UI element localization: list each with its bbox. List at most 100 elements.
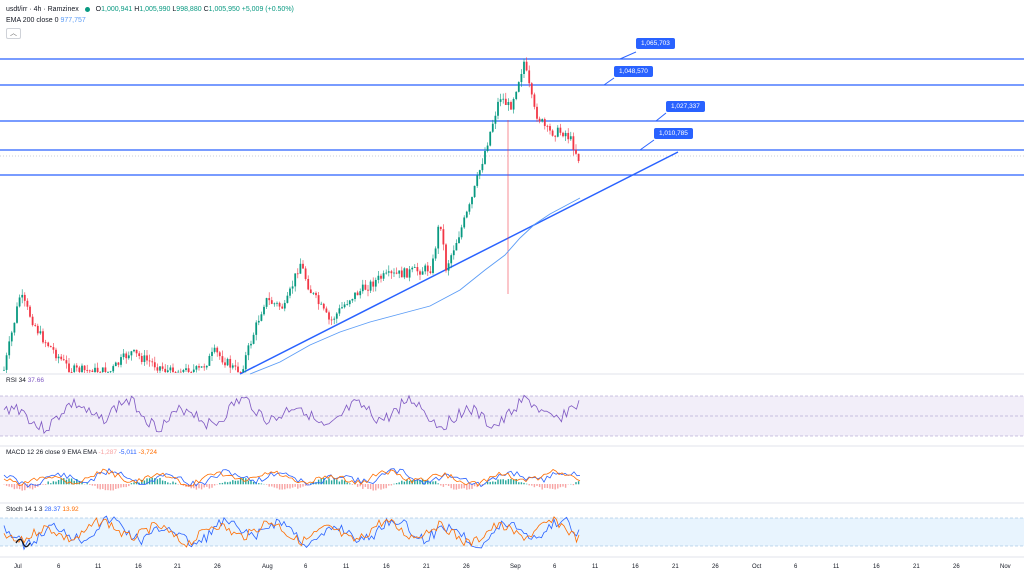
candle-body bbox=[564, 132, 567, 137]
macd-hist-bar bbox=[213, 484, 216, 486]
candle-body bbox=[411, 267, 414, 270]
candle-body bbox=[413, 267, 416, 268]
candle-body bbox=[489, 131, 492, 146]
price-tag-3[interactable]: 1,027,337 bbox=[666, 101, 705, 112]
candle-body bbox=[541, 119, 544, 122]
candle-body bbox=[302, 263, 304, 269]
candle-body bbox=[39, 331, 42, 334]
macd-hist-bar bbox=[226, 482, 229, 485]
candle-body bbox=[304, 268, 307, 279]
stoch-legend[interactable]: Stoch 14 1 3 28.37 13.92 bbox=[6, 506, 79, 513]
candle-body bbox=[419, 271, 421, 275]
stoch-d-line bbox=[3, 516, 580, 548]
macd-hist-bar bbox=[221, 482, 224, 485]
macd-hist-bar bbox=[94, 484, 96, 486]
candle-body bbox=[231, 365, 234, 368]
horizontal-lines[interactable] bbox=[0, 58, 1024, 176]
macd-hist-bar bbox=[546, 484, 549, 489]
candle-body bbox=[559, 127, 562, 133]
symbol-title[interactable]: usdt/irr · 4h · Ramzinex bbox=[6, 6, 79, 13]
candle-body bbox=[224, 362, 226, 366]
macd-hist-bar bbox=[154, 478, 156, 485]
macd-hist-bar bbox=[57, 479, 60, 485]
macd-hist-bar bbox=[138, 482, 140, 485]
macd-hist-bar bbox=[167, 482, 169, 485]
chevron-up-icon[interactable]: ︿ bbox=[6, 28, 21, 39]
candle-body bbox=[372, 281, 375, 287]
candle-body bbox=[317, 295, 320, 305]
xaxis-label: 11 bbox=[833, 564, 840, 570]
macd-hist-bar bbox=[91, 484, 94, 486]
candle-body bbox=[281, 306, 284, 309]
macd-hist-bar bbox=[281, 484, 283, 490]
macd-legend[interactable]: MACD 12 26 close 9 EMA EMA -1,287 -5,011… bbox=[6, 449, 157, 456]
candle-body bbox=[476, 175, 479, 186]
candle-body bbox=[185, 368, 187, 370]
macd-hist-bar bbox=[109, 484, 112, 491]
macd-hist-bar bbox=[13, 484, 16, 490]
macd-hist-bar bbox=[271, 484, 273, 487]
candle-body bbox=[442, 229, 445, 245]
candle-body bbox=[190, 372, 193, 373]
candle-body bbox=[338, 308, 341, 314]
macd-hist-bar bbox=[258, 483, 260, 485]
xaxis-label: 6 bbox=[794, 564, 798, 570]
candle-body bbox=[481, 163, 484, 171]
macd-hist-bar bbox=[125, 484, 127, 488]
ema-legend[interactable]: EMA 200 close 0 977,757 bbox=[6, 17, 86, 24]
tradingview-logo-icon[interactable] bbox=[14, 536, 32, 548]
macd-hist-bar bbox=[89, 484, 91, 485]
candle-body bbox=[517, 82, 520, 92]
candle-body bbox=[439, 226, 442, 230]
macd-hist-bar bbox=[541, 484, 543, 490]
xaxis-label: 26 bbox=[463, 564, 470, 570]
candle-body bbox=[387, 271, 390, 273]
candle-body bbox=[270, 300, 273, 304]
macd-hist-bar bbox=[55, 481, 57, 485]
candle-body bbox=[203, 366, 206, 368]
candle-body bbox=[81, 365, 83, 372]
macd-hist-bar bbox=[112, 484, 114, 491]
macd-hist-bar bbox=[346, 482, 348, 485]
macd-hist-bar bbox=[260, 483, 263, 485]
macd-hist-bar bbox=[494, 481, 497, 485]
macd-hist-bar bbox=[107, 484, 109, 491]
macd-hist-bar bbox=[450, 484, 452, 489]
candle-body bbox=[83, 365, 86, 371]
macd-hist-bar bbox=[463, 484, 465, 489]
macd-hist-bar bbox=[442, 484, 445, 487]
candle-body bbox=[36, 325, 39, 334]
candle-body bbox=[296, 273, 299, 275]
candle-body bbox=[567, 132, 570, 140]
candle-body bbox=[88, 370, 91, 372]
candle-body bbox=[60, 356, 63, 360]
price-tag-1[interactable]: 1,065,703 bbox=[636, 38, 675, 49]
macd-hist-bar bbox=[96, 484, 99, 489]
trend-line[interactable] bbox=[239, 151, 679, 375]
candle-body bbox=[572, 136, 575, 150]
rsi-legend[interactable]: RSI 34 37.66 bbox=[6, 377, 44, 384]
macd-hist-bar bbox=[156, 479, 159, 485]
macd-hist-bar bbox=[434, 481, 437, 485]
candle-body bbox=[502, 98, 505, 100]
candle-body bbox=[250, 343, 252, 346]
candle-body bbox=[416, 267, 419, 272]
macd-hist-bar bbox=[538, 484, 541, 488]
price-tag-4[interactable]: 1,010,785 bbox=[654, 128, 693, 139]
macd-hist-bar bbox=[544, 484, 546, 488]
symbol-legend[interactable]: usdt/irr · 4h · Ramzinex O1,000,941 H1,0… bbox=[6, 5, 294, 14]
xaxis-label: 16 bbox=[383, 564, 390, 570]
candle-body bbox=[96, 367, 99, 372]
price-tag-2[interactable]: 1,048,570 bbox=[614, 66, 653, 77]
macd-hist-bar bbox=[146, 478, 148, 485]
ema-line bbox=[249, 197, 581, 375]
candle-body bbox=[390, 271, 393, 274]
candle-body bbox=[122, 353, 125, 358]
candle-body bbox=[374, 279, 377, 287]
candle-body bbox=[398, 270, 401, 274]
candle-body bbox=[333, 318, 336, 320]
candle-body bbox=[226, 358, 229, 366]
macd-hist-bar bbox=[427, 480, 429, 485]
macd-hist-bar bbox=[122, 484, 125, 488]
